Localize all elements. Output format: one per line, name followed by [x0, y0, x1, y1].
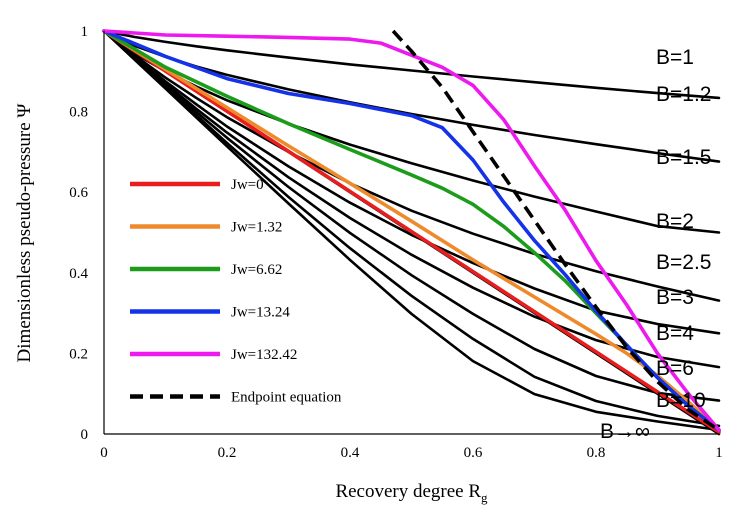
legend-label: Jw=13.24 [231, 305, 290, 321]
y-tick-label: 0.8 [69, 105, 88, 121]
y-tick-label: 1 [81, 24, 89, 40]
y-tick-label: 0 [81, 427, 89, 443]
endpoint-equation-curve [391, 29, 720, 432]
legend-label: Jw=6.62 [231, 262, 282, 278]
legend-label: Jw=1.32 [231, 220, 282, 236]
y-tick-label: 0.4 [69, 266, 88, 282]
y-axis-title: Dimensionless pseudo-pressure Ψ [14, 104, 35, 363]
legend-entry-jw-13-24: Jw=13.24 [130, 305, 290, 321]
b-label-b-2: B=2 [656, 210, 694, 233]
legend-entry-jw-0: Jw=0 [130, 177, 264, 193]
b-label-b-1-5: B=1.5 [656, 146, 711, 169]
b-curve-b-4 [102, 29, 721, 402]
x-axis-title: Recovery degree Rg [335, 481, 488, 505]
x-tick-label: 1 [715, 445, 723, 461]
legend-entry-jw-132-42: Jw=132.42 [130, 347, 297, 363]
b-curve-b-10 [102, 29, 721, 432]
b-label-b-6: B=6 [656, 357, 694, 380]
x-axis-title-subscript: g [481, 490, 488, 505]
b-curve-b-1 [102, 29, 721, 100]
b-label-b-1-2: B=1.2 [656, 83, 711, 106]
x-tick-label: 0.6 [464, 445, 483, 461]
y-tick-label: 0.6 [69, 185, 88, 201]
x-tick-label: 0 [100, 445, 108, 461]
legend-label: Jw=0 [231, 177, 264, 193]
jw-curve-jw-13-24 [102, 29, 721, 432]
y-tick-label: 0.2 [69, 346, 88, 362]
legend-entry-jw-1-32: Jw=1.32 [130, 220, 282, 236]
jw-curve-jw-132-42 [102, 29, 721, 432]
legend-label: Endpoint equation [231, 390, 342, 406]
b-label-b-4: B=4 [656, 322, 694, 345]
b-label-b-10: B=10 [656, 389, 706, 412]
legend-entry-jw-6-62: Jw=6.62 [130, 262, 282, 278]
b-label-b-2-5: B=2.5 [656, 251, 711, 274]
jw-curve-jw-0 [102, 29, 721, 434]
b-curve-b-1-5 [102, 29, 721, 234]
x-tick-label: 0.4 [341, 445, 360, 461]
b-label-binf: B→∞ [600, 420, 650, 443]
legend-entry-endpoint-equation: Endpoint equation [130, 390, 342, 406]
b-label-b-1: B=1 [656, 46, 694, 69]
x-tick-label: 0.8 [587, 445, 606, 461]
x-tick-label: 0.2 [218, 445, 237, 461]
legend-label: Jw=132.42 [231, 347, 297, 363]
x-axis-title-main: Recovery degree R [335, 481, 481, 502]
b-label-b-3: B=3 [656, 286, 694, 309]
